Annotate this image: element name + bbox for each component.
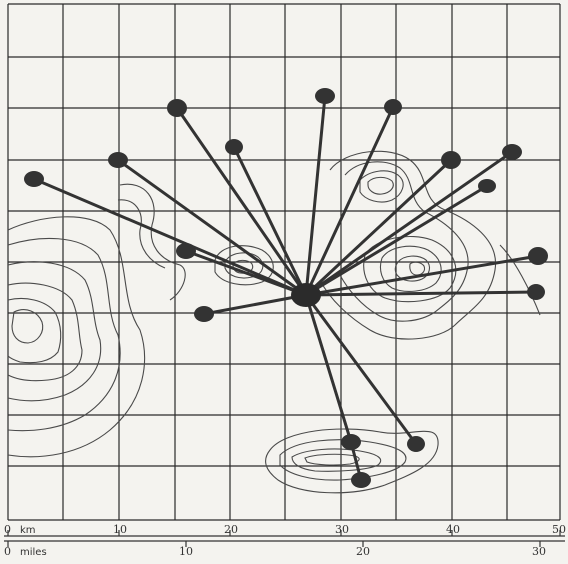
node-4	[225, 139, 243, 155]
contour-left-system	[7, 183, 186, 458]
mile-tick-30: 30	[532, 545, 546, 558]
km-tick-10: 10	[113, 523, 127, 536]
node-2	[108, 152, 128, 168]
node-6	[384, 99, 402, 115]
node-3	[167, 99, 187, 117]
ray-13	[202, 293, 308, 316]
node-set	[24, 88, 548, 488]
ray-6	[304, 105, 395, 297]
ray-7	[304, 158, 453, 297]
node-10	[528, 247, 548, 265]
node-9	[478, 179, 496, 193]
scale-bar: 0 km 10 20 30 40 50 0 miles 10 20 30	[4, 523, 566, 558]
ray-1	[32, 177, 308, 297]
km-unit-label: km	[20, 525, 36, 536]
mile-unit-label: miles	[20, 547, 47, 558]
ray-9	[304, 184, 489, 297]
node-7	[441, 151, 461, 169]
ray-14	[304, 293, 418, 446]
contour-right-system	[319, 150, 541, 340]
ray-8	[304, 150, 514, 297]
ray-4	[232, 145, 308, 297]
hub-node	[291, 283, 321, 307]
ray-12	[184, 249, 308, 297]
ray-15	[304, 293, 353, 444]
node-15	[341, 434, 361, 450]
ray-5	[304, 94, 327, 297]
contour-bottom-cell	[265, 428, 439, 494]
node-5	[315, 88, 335, 104]
node-12	[176, 243, 196, 259]
ray-3	[175, 106, 308, 297]
node-1	[24, 171, 44, 187]
ray-2	[116, 158, 308, 297]
km-tick-20: 20	[224, 523, 238, 536]
km-tick-30: 30	[335, 523, 349, 536]
km-tick-0: 0	[4, 523, 11, 536]
ray-11	[304, 290, 538, 297]
node-8	[502, 144, 522, 160]
node-14	[407, 436, 425, 452]
mile-tick-10: 10	[179, 545, 193, 558]
node-11	[527, 284, 545, 300]
ray-network	[32, 94, 540, 482]
km-tick-40: 40	[446, 523, 460, 536]
mile-tick-20: 20	[356, 545, 370, 558]
mile-tick-0: 0	[4, 545, 11, 558]
km-tick-50: 50	[552, 523, 566, 536]
ray-10	[304, 254, 540, 297]
node-16	[351, 472, 371, 488]
map-grid	[7, 3, 561, 521]
node-13	[194, 306, 214, 322]
